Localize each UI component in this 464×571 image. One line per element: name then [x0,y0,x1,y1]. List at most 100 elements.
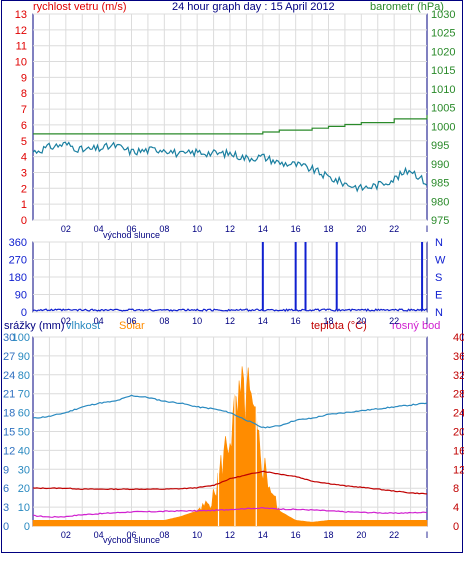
wind-y-tick: 0 [21,215,27,227]
temperature-y-tick: 16 [453,445,464,457]
compass-letter: E [435,290,442,302]
wind-y-tick: 8 [21,88,27,100]
temperature-y-tick: 20 [453,427,464,439]
compass-letter: N [435,307,443,319]
temp-panel-x-tick: 08 [159,530,169,540]
direction-panel-x-tick: 16 [291,316,301,326]
wind-y-tick: 2 [21,183,27,195]
direction-panel-x-tick: 10 [192,316,202,326]
direction-panel-x-tick: 12 [225,316,235,326]
humidity-y-tick: 0 [24,521,30,533]
temp-panel-x-tick: 06 [126,530,136,540]
pressure-y-tick: 975 [431,215,449,227]
wind-y-tick: 1 [21,199,27,211]
humidity-y-tick: 100 [12,332,30,344]
humidity-y-tick: 60 [18,408,30,420]
direction-panel-x-tick: 02 [61,316,71,326]
pressure-y-tick: 1010 [431,84,455,96]
temperature-y-tick: 12 [453,464,464,476]
wind-panel-x-tick: 16 [291,224,301,234]
temperature-y-tick: 32 [453,370,464,382]
wind-panel-x-tick: 08 [159,224,169,234]
compass-letter: N [435,237,443,249]
wind-panel-x-tick: 06 [126,224,136,234]
humidity-y-tick: 30 [18,464,30,476]
humidity-y-tick: 70 [18,389,30,401]
rain-y-tick: 0 [3,521,9,533]
rain-y-tick: 9 [3,464,9,476]
wind-y-tick: 7 [21,104,27,116]
humidity-y-tick: 50 [18,427,30,439]
wind-y-tick: 11 [16,41,27,53]
humidity-y-tick: 10 [18,502,30,514]
temp-panel-x-tick: 22 [389,530,399,540]
wind-panel-x-tick: 12 [225,224,235,234]
rain-y-tick: 24 [3,370,15,382]
wind-panel-x-tick: 20 [356,224,366,234]
compass-letter: S [435,272,442,284]
direction-y-tick: 270 [9,255,27,267]
pressure-y-tick: 1030 [431,9,455,21]
rain-y-tick: 21 [3,389,15,401]
temperature-y-tick: 8 [453,483,459,495]
temp-panel-x-tick: 18 [323,530,333,540]
wind-y-tick: 10 [15,57,27,69]
wind-axis-title: rychlost vetru (m/s) [33,1,127,13]
dewpoint-legend: rosný bod [392,320,440,332]
pressure-y-tick: 980 [431,196,449,208]
humidity-y-tick: 40 [18,445,30,457]
direction-panel-x-tick: 08 [159,316,169,326]
temp-panel-x-tick: 20 [356,530,366,540]
direction-panel-x-tick: 18 [323,316,333,326]
rain-axis-title: srážky (mm) [4,320,65,332]
temperature-y-tick: 4 [453,502,459,514]
wind-panel-x-tick: 04 [94,224,104,234]
chart-marks: 1312111098765432101030102510201015101010… [2,1,464,553]
direction-panel-x-tick: 22 [389,316,399,326]
wind-panel-x-tick: 14 [258,224,268,234]
wind-y-tick: 5 [21,136,27,148]
temp-panel-x-tick: 02 [61,530,71,540]
pressure-y-tick: 1025 [431,28,455,40]
direction-panel-x-tick: 20 [356,316,366,326]
wind-y-tick: 6 [21,120,27,132]
wind-y-tick: 9 [21,72,27,84]
pressure-y-tick: 1020 [431,46,455,58]
pressure-y-tick: 990 [431,159,449,171]
temperature-y-tick: 36 [453,351,464,363]
pressure-y-tick: 1005 [431,103,455,115]
pressure-y-tick: 995 [431,140,449,152]
graph-title: 24 hour graph day : 15 April 2012 [172,1,335,13]
wind-y-tick: 13 [15,9,27,21]
temp-panel-x-tick: I [426,530,429,540]
wind-panel-x-tick: 10 [192,224,202,234]
direction-y-tick: 180 [9,272,27,284]
wind-panel-x-tick: 02 [61,224,71,234]
pressure-y-tick: 1015 [431,65,455,77]
wind-panel-x-tick: 22 [389,224,399,234]
temp-panel-x-tick: 10 [192,530,202,540]
humidity-y-tick: 90 [18,351,30,363]
direction-panel-x-tick: 04 [94,316,104,326]
temperature-y-tick: 0 [453,521,459,533]
humidity-y-tick: 20 [18,483,30,495]
temp-panel-x-tick: 12 [225,530,235,540]
rain-y-tick: 3 [3,502,9,514]
rain-y-tick: 27 [3,351,15,363]
direction-panel-x-tick: 14 [258,316,268,326]
temperature-y-tick: 28 [453,389,464,401]
wind-panel-x-tick: 18 [323,224,333,234]
wind-y-tick: 12 [15,25,27,37]
temperature-y-tick: 24 [453,408,464,420]
wind-y-tick: 3 [21,167,27,179]
temp-panel-x-tick: 14 [258,530,268,540]
compass-letter: W [435,255,446,267]
pressure-y-tick: 1000 [431,121,455,133]
wind-panel-x-tick: I [426,224,429,234]
humidity-y-tick: 80 [18,370,30,382]
pressure-y-tick: 985 [431,178,449,190]
direction-y-tick: 90 [15,290,27,302]
temp-panel-x-tick: 16 [291,530,301,540]
